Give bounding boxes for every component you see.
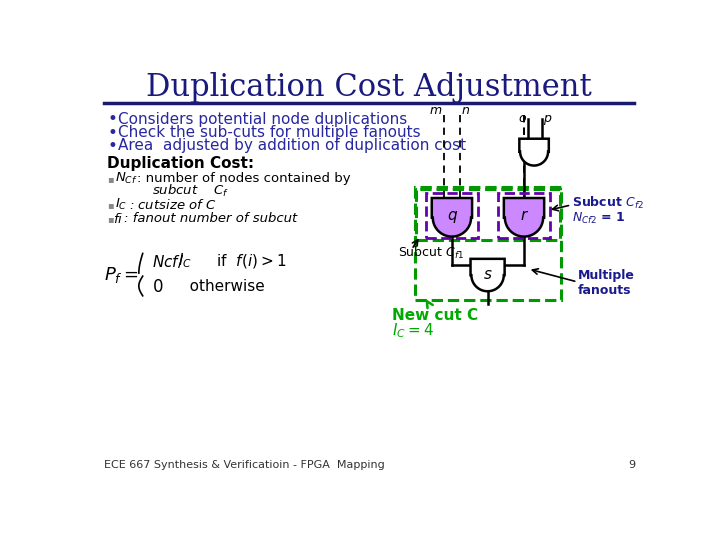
Text: Considers potential node duplications: Considers potential node duplications — [118, 112, 407, 127]
Polygon shape — [519, 139, 549, 166]
Text: Check the sub-cuts for multiple fanouts: Check the sub-cuts for multiple fanouts — [118, 125, 420, 140]
Polygon shape — [504, 198, 544, 237]
Text: ▪: ▪ — [107, 174, 114, 184]
Text: $I_C$: $I_C$ — [114, 198, 127, 212]
Polygon shape — [432, 198, 472, 237]
Text: ▪: ▪ — [107, 214, 114, 224]
Text: otherwise: otherwise — [175, 279, 265, 294]
Text: n: n — [462, 105, 469, 118]
Text: $I_C$: $I_C$ — [179, 252, 192, 271]
Text: s: s — [484, 267, 492, 282]
Text: $N_{Cf}$: $N_{Cf}$ — [114, 171, 138, 186]
Text: : number of nodes contained by: : number of nodes contained by — [138, 172, 351, 185]
Text: Duplication Cost:: Duplication Cost: — [107, 156, 254, 171]
Text: $0$: $0$ — [152, 278, 163, 295]
Text: ▪: ▪ — [107, 200, 114, 210]
Text: •: • — [107, 111, 117, 129]
Polygon shape — [471, 259, 505, 291]
Text: Subcut $C_{f1}$: Subcut $C_{f1}$ — [398, 245, 464, 261]
Text: •: • — [107, 137, 117, 154]
Text: $P_f =$: $P_f =$ — [104, 265, 138, 285]
Text: if  $f(i) > 1$: if $f(i) > 1$ — [202, 252, 287, 270]
Text: p: p — [543, 112, 551, 125]
Text: Duplication Cost Adjustment: Duplication Cost Adjustment — [146, 72, 592, 103]
Text: $fi$: $fi$ — [113, 212, 124, 226]
Text: ECE 667 Synthesis & Verificatioin - FPGA  Mapping: ECE 667 Synthesis & Verificatioin - FPGA… — [104, 460, 384, 470]
Text: $Ncf/$: $Ncf/$ — [152, 253, 184, 269]
Text: q: q — [447, 208, 456, 223]
Text: Multiple
fanouts: Multiple fanouts — [578, 269, 635, 298]
Text: $N_{Cf2}$ = 1: $N_{Cf2}$ = 1 — [572, 211, 626, 226]
Text: Area  adjusted by addition of duplication cost: Area adjusted by addition of duplication… — [118, 138, 466, 153]
Text: •: • — [107, 124, 117, 141]
Text: : cutsize of $C$: : cutsize of $C$ — [129, 198, 217, 212]
Text: Subcut $C_{f2}$: Subcut $C_{f2}$ — [572, 195, 644, 212]
Text: $I_C = 4$: $I_C = 4$ — [392, 321, 434, 340]
Text: 9: 9 — [629, 460, 636, 470]
Text: r: r — [521, 208, 527, 223]
Text: : fanout number of subcut: : fanout number of subcut — [124, 212, 297, 225]
Text: o: o — [518, 112, 526, 125]
Text: m: m — [430, 105, 442, 118]
Text: subcut    $C_f$: subcut $C_f$ — [152, 183, 229, 199]
Text: New cut C: New cut C — [392, 301, 478, 322]
